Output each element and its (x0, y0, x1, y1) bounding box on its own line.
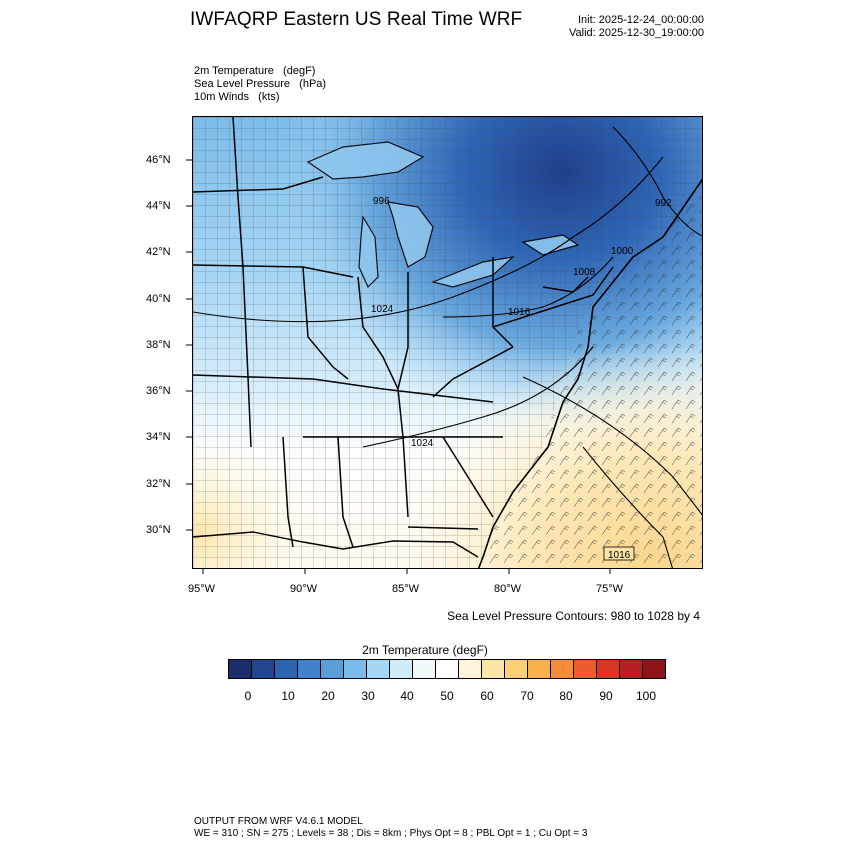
colorbar-swatch (390, 660, 413, 678)
colorbar-swatch (367, 660, 390, 678)
colorbar-swatch (436, 660, 459, 678)
colorbar-swatch (229, 660, 252, 678)
colorbar-label: 100 (635, 689, 657, 703)
colorbar-label: 0 (244, 689, 252, 703)
colorbar-label: 70 (520, 689, 534, 703)
lat-label: 46°N (146, 154, 171, 166)
weather-map: 996 1024 1016 1008 1000 992 1024 1016 (192, 116, 703, 569)
colorbar-label: 60 (480, 689, 494, 703)
lon-label: 90°W (290, 583, 318, 595)
pressure-label: 1024 (411, 438, 434, 449)
pressure-label: 1000 (611, 246, 634, 257)
lat-label: 38°N (146, 339, 171, 351)
map-canvas: 996 1024 1016 1008 1000 992 1024 1016 (193, 117, 702, 568)
pressure-label: 1024 (371, 304, 394, 315)
colorbar-label: 30 (361, 689, 375, 703)
footer-settings: WE = 310 ; SN = 275 ; Levels = 38 ; Dis … (194, 828, 588, 839)
colorbar-swatch (551, 660, 574, 678)
pressure-label: 992 (655, 198, 672, 209)
field-label-temperature: 2m Temperature (degF) (194, 65, 316, 77)
colorbar-label: 80 (559, 689, 573, 703)
pressure-label: 996 (373, 196, 390, 207)
land-counties (193, 117, 702, 568)
colorbar-label: 40 (400, 689, 414, 703)
footer-model: OUTPUT FROM WRF V4.6.1 MODEL (194, 816, 363, 827)
colorbar-swatch (275, 660, 298, 678)
colorbar-swatch (597, 660, 620, 678)
gulf-coast (193, 531, 479, 558)
ocean-wind-barbs (478, 179, 702, 568)
lon-label: 80°W (494, 583, 522, 595)
lat-label: 40°N (146, 293, 171, 305)
pressure-contours (193, 126, 702, 568)
colorbar-swatch (528, 660, 551, 678)
colorbar (228, 659, 666, 679)
lat-label: 44°N (146, 200, 171, 212)
colorbar-swatch (344, 660, 367, 678)
colorbar-swatch (252, 660, 275, 678)
colorbar-label: 50 (440, 689, 454, 703)
lat-label: 36°N (146, 385, 171, 397)
colorbar-label: 20 (321, 689, 335, 703)
field-label-pressure: Sea Level Pressure (hPa) (194, 78, 327, 90)
colorbar-swatch (505, 660, 528, 678)
state-borders (193, 117, 614, 548)
colorbar-swatch (482, 660, 505, 678)
lat-label: 42°N (146, 246, 171, 258)
pressure-label: 1016 (508, 307, 531, 318)
colorbar-title: 2m Temperature (degF) (362, 643, 488, 657)
colorbar-swatch (321, 660, 344, 678)
pressure-label: 1008 (573, 267, 596, 278)
lon-ticks (202, 568, 611, 574)
lon-label: 75°W (596, 583, 624, 595)
lon-label: 85°W (392, 583, 420, 595)
colorbar-swatch (620, 660, 643, 678)
colorbar-swatch (643, 660, 665, 678)
contour-note: Sea Level Pressure Contours: 980 to 1028… (447, 609, 700, 623)
colorbar-swatch (413, 660, 436, 678)
lat-label: 32°N (146, 478, 171, 490)
colorbar-swatch (298, 660, 321, 678)
colorbar-label: 10 (281, 689, 295, 703)
init-time: Init: 2025-12-24_00:00:00 (578, 14, 704, 26)
chart-title: IWFAQRP Eastern US Real Time WRF (190, 9, 523, 30)
colorbar-swatch (574, 660, 597, 678)
lat-label: 34°N (146, 431, 171, 443)
colorbar-swatch (459, 660, 482, 678)
colorbar-label: 90 (599, 689, 613, 703)
valid-time: Valid: 2025-12-30_19:00:00 (569, 27, 704, 39)
lon-label: 95°W (188, 583, 216, 595)
pressure-label: 1016 (608, 550, 631, 561)
lat-ticks (186, 159, 192, 531)
field-label-winds: 10m Winds (kts) (194, 91, 280, 103)
lat-label: 30°N (146, 524, 171, 536)
coastline (477, 178, 702, 568)
